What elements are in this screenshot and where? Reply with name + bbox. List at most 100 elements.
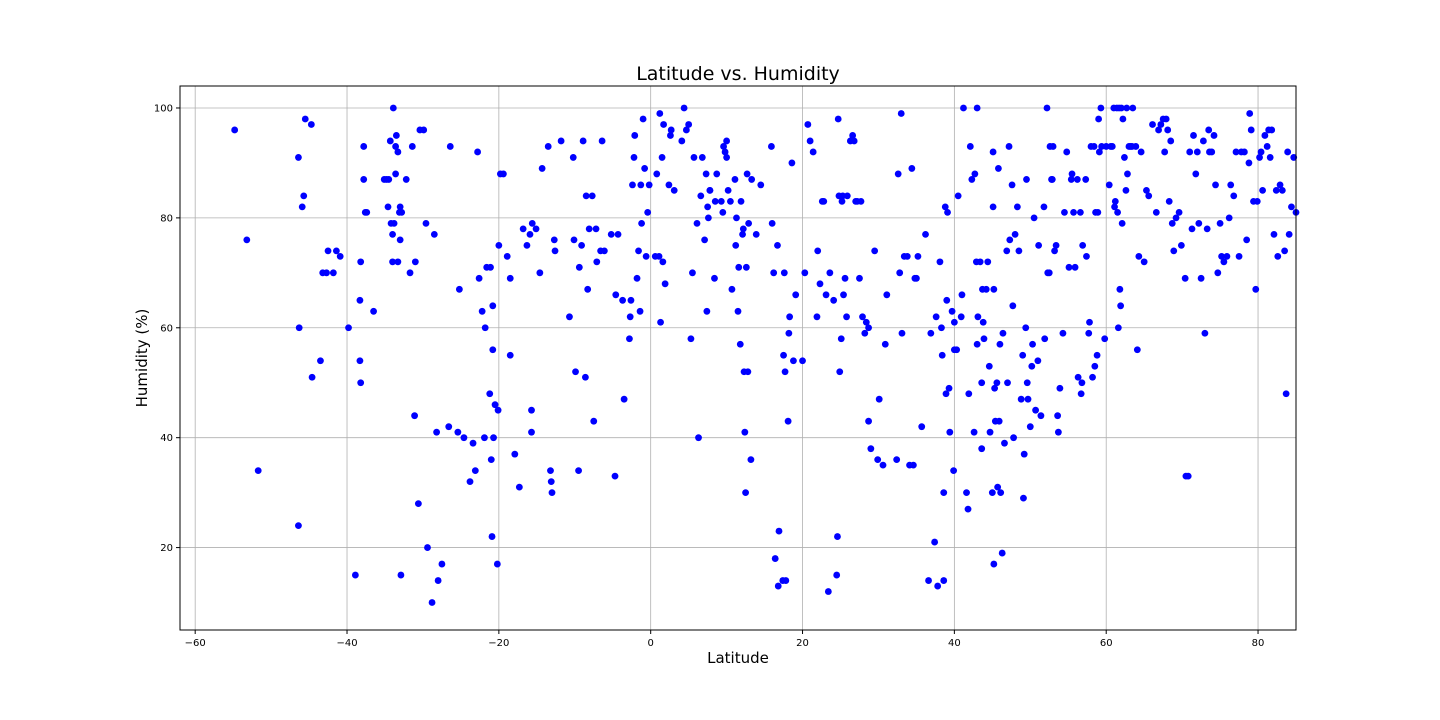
data-point xyxy=(488,533,496,540)
data-point xyxy=(454,428,462,436)
data-point xyxy=(739,230,746,238)
axis-ticks: −60 −40 −20 0 20 40 60 80 20 40 60 80 100 xyxy=(154,103,1265,649)
data-point xyxy=(1041,335,1049,343)
data-point xyxy=(446,143,454,150)
data-point xyxy=(614,230,622,238)
data-point xyxy=(1278,187,1286,194)
data-point xyxy=(843,192,851,200)
data-point xyxy=(612,291,620,299)
data-point xyxy=(698,154,706,161)
data-point xyxy=(1022,324,1030,332)
data-point xyxy=(1019,351,1027,359)
data-point xyxy=(942,390,950,398)
data-point xyxy=(1048,176,1056,183)
data-point xyxy=(526,230,534,238)
data-point xyxy=(822,291,830,299)
data-point xyxy=(861,329,869,337)
data-point xyxy=(948,307,956,315)
data-point xyxy=(993,379,1001,387)
data-point xyxy=(627,296,635,304)
data-point xyxy=(1124,170,1131,178)
data-point xyxy=(785,329,793,337)
data-point xyxy=(584,285,592,293)
data-point xyxy=(833,571,841,579)
data-point xyxy=(1121,154,1128,161)
data-point xyxy=(1268,126,1276,134)
data-point xyxy=(1197,274,1205,282)
data-point xyxy=(528,406,535,414)
data-point xyxy=(360,143,368,150)
data-point xyxy=(727,197,734,205)
data-point xyxy=(582,373,589,381)
data-point xyxy=(971,170,979,178)
data-point xyxy=(865,324,872,332)
data-point xyxy=(960,104,967,112)
data-point xyxy=(474,148,481,156)
data-point xyxy=(547,467,554,475)
data-point xyxy=(1135,252,1143,260)
data-point xyxy=(394,148,402,156)
x-axis-label: Latitude xyxy=(707,649,769,667)
data-point xyxy=(1020,494,1027,502)
data-point xyxy=(329,269,337,277)
data-point xyxy=(356,357,364,365)
data-point xyxy=(682,126,690,134)
data-point xyxy=(922,230,929,238)
data-point xyxy=(1140,258,1148,266)
data-point xyxy=(1232,148,1240,156)
data-point xyxy=(1067,176,1075,183)
x-tick-label: −20 xyxy=(488,638,509,649)
data-point xyxy=(1114,208,1121,216)
data-point xyxy=(950,318,958,326)
data-point xyxy=(1101,335,1109,343)
data-point xyxy=(620,395,628,403)
data-point xyxy=(598,137,606,145)
data-point xyxy=(408,143,416,150)
data-point xyxy=(528,219,536,227)
data-point xyxy=(392,143,400,150)
data-point xyxy=(944,208,951,216)
data-point xyxy=(667,126,675,134)
data-point xyxy=(1170,247,1178,255)
data-point xyxy=(1111,203,1118,211)
data-point xyxy=(744,368,752,376)
data-point xyxy=(460,434,468,442)
data-point xyxy=(1208,148,1216,156)
data-point xyxy=(575,467,582,475)
data-point xyxy=(1024,395,1032,403)
data-point xyxy=(593,258,601,266)
data-point xyxy=(914,252,922,260)
data-point xyxy=(550,236,558,244)
grid xyxy=(180,86,1296,630)
data-point xyxy=(731,176,739,183)
data-point xyxy=(644,208,652,216)
data-point xyxy=(938,324,945,332)
data-point xyxy=(850,137,858,145)
data-point xyxy=(980,335,988,343)
data-point xyxy=(658,154,666,161)
y-tick-label: 40 xyxy=(160,433,173,444)
data-point xyxy=(1177,241,1185,249)
data-point xyxy=(1017,395,1025,403)
data-point xyxy=(667,132,674,139)
data-point xyxy=(913,274,920,282)
data-point xyxy=(515,483,523,491)
plot-frame xyxy=(179,85,1297,631)
x-tick-label: −60 xyxy=(185,638,206,649)
data-point xyxy=(896,269,904,277)
data-point xyxy=(631,132,639,139)
data-point xyxy=(1003,247,1011,255)
data-point xyxy=(986,428,994,436)
data-point xyxy=(659,258,667,266)
data-point xyxy=(790,357,797,365)
data-point xyxy=(428,599,436,606)
data-point xyxy=(897,110,905,117)
x-tick-label: −40 xyxy=(336,638,357,649)
data-point xyxy=(1001,439,1008,447)
data-point xyxy=(1009,302,1017,310)
data-point xyxy=(466,478,474,486)
data-point xyxy=(394,258,402,266)
data-point xyxy=(500,170,507,178)
data-point xyxy=(927,329,935,337)
data-point xyxy=(1085,329,1093,337)
